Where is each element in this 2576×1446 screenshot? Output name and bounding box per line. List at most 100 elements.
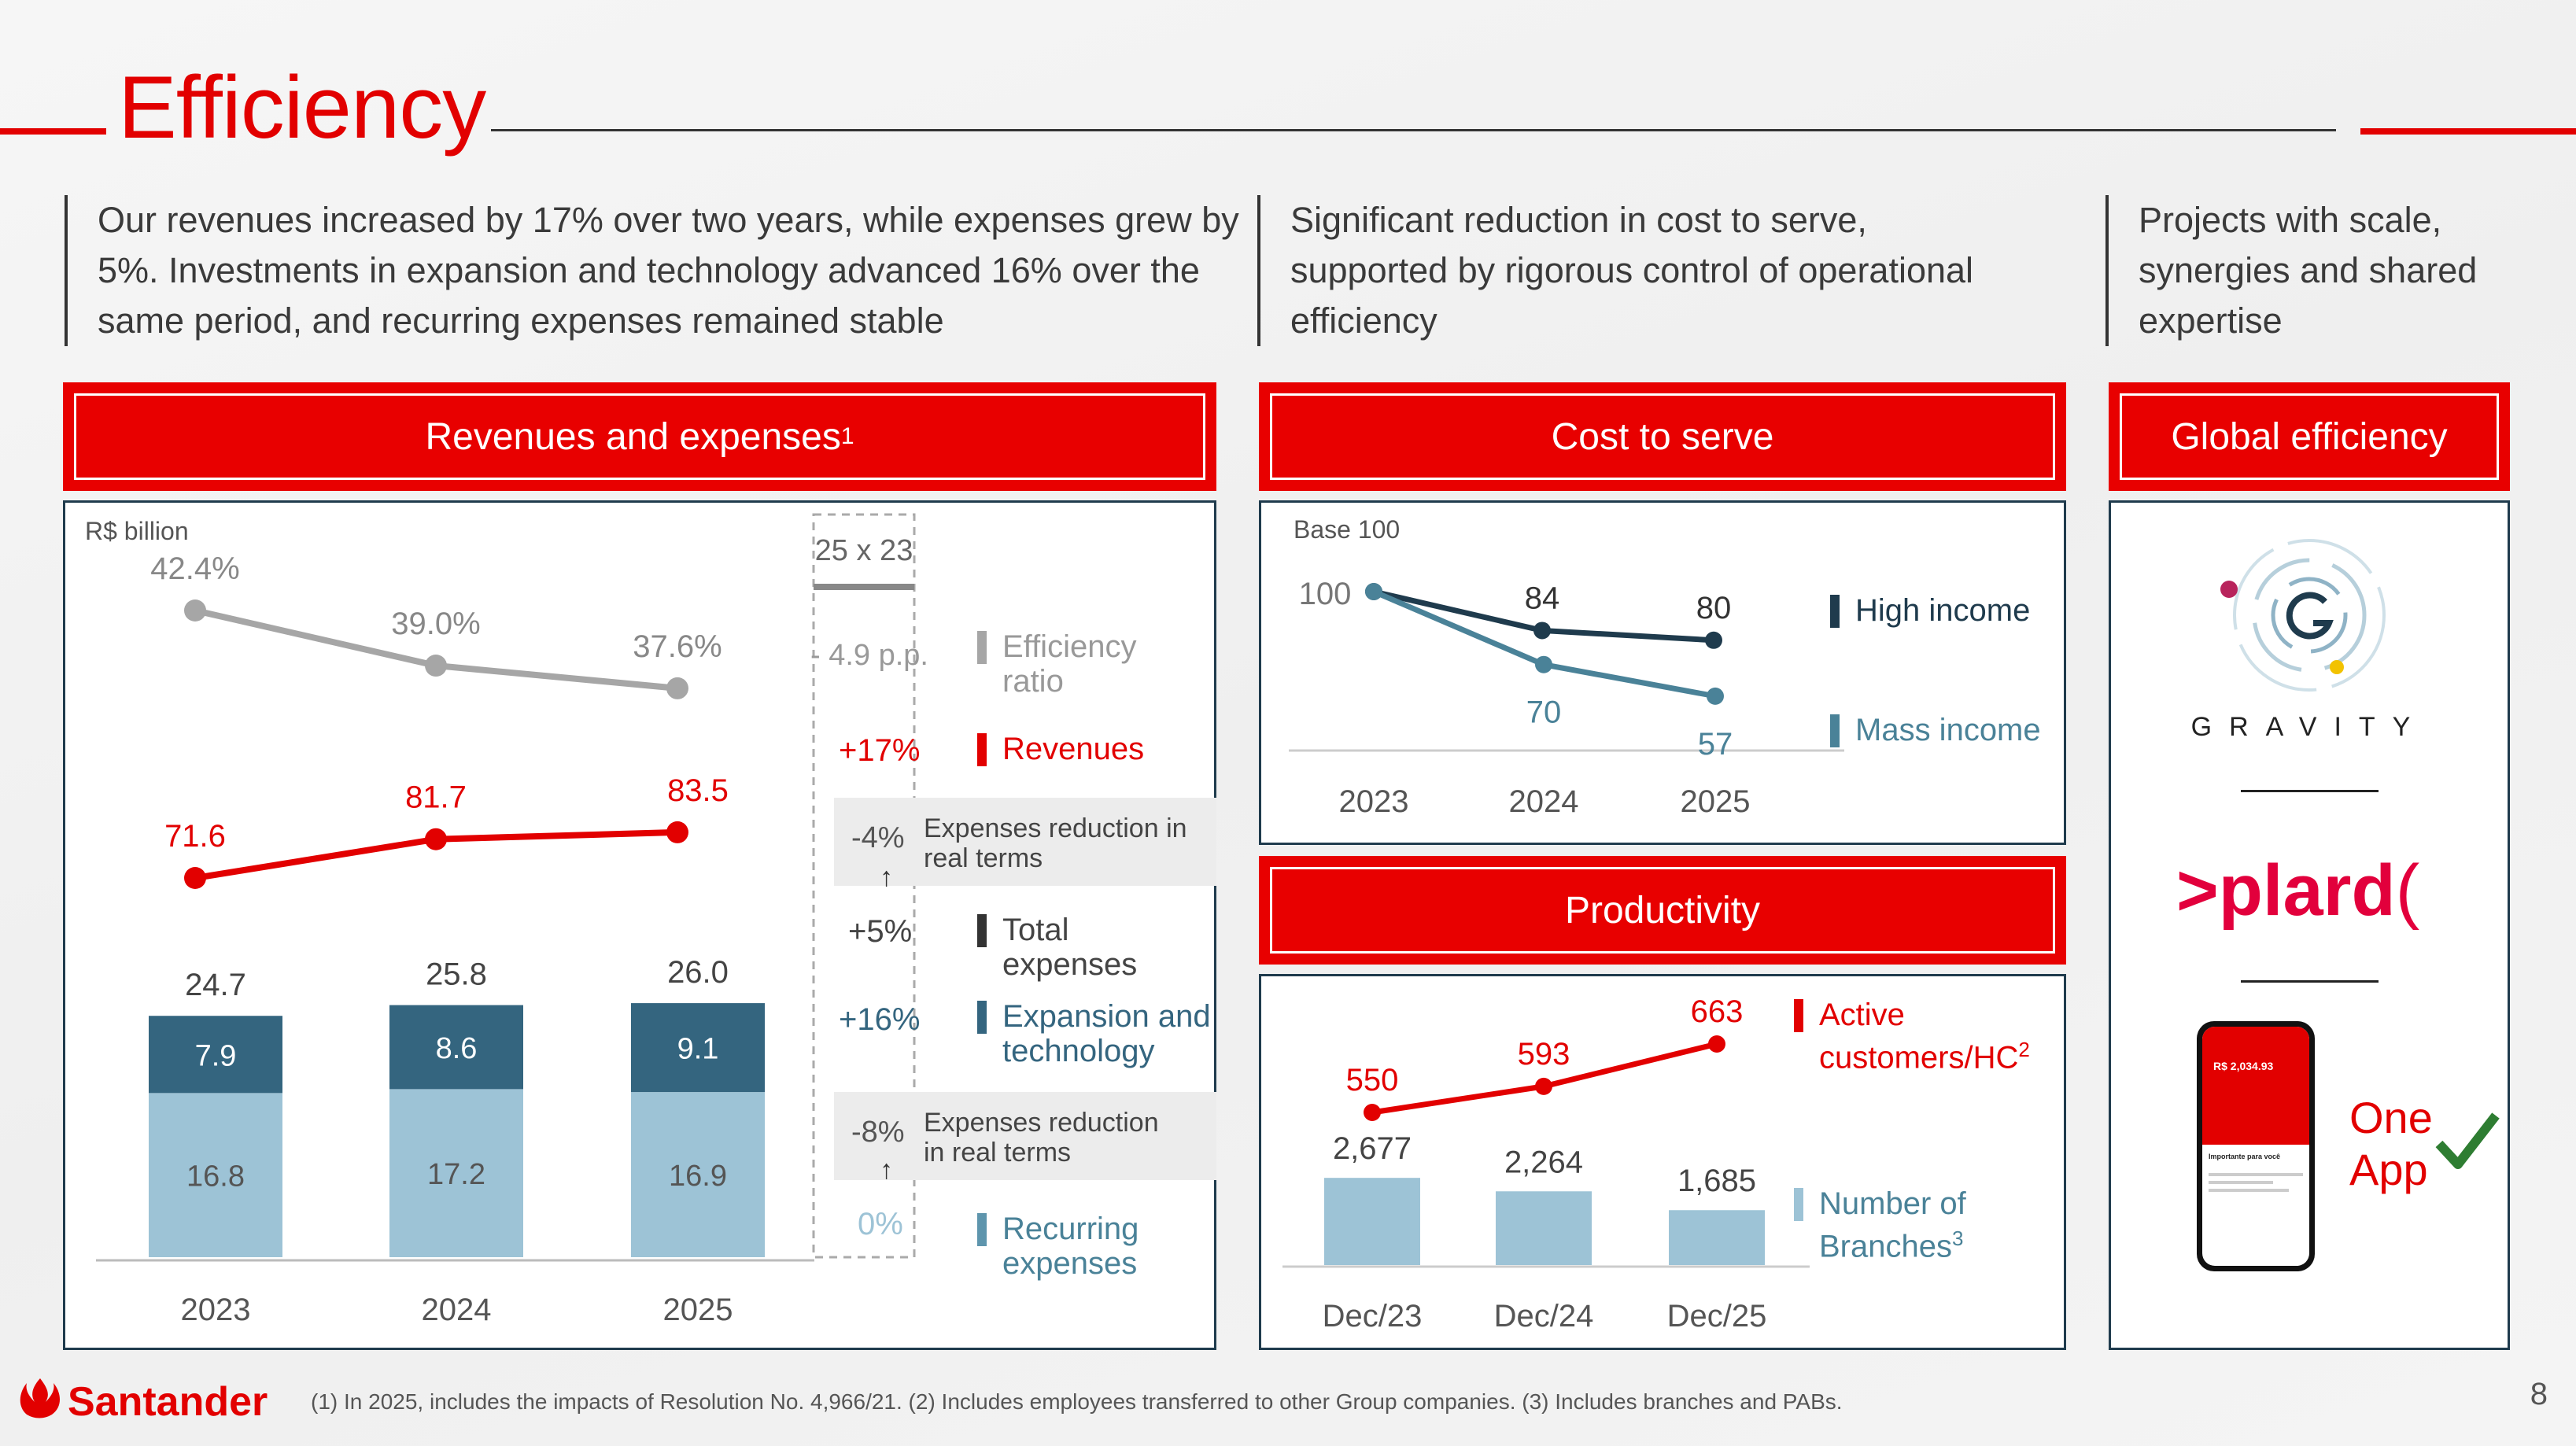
plard-chevron-icon: > (2176, 850, 2219, 931)
efficiency-point-2025 (666, 677, 688, 699)
header-revenues-label: Revenues and expenses (425, 415, 841, 458)
note-box-total (834, 798, 1216, 886)
legend-swatch-high-income (1830, 595, 1840, 628)
santander-flame-icon (20, 1378, 60, 1418)
legend-active-label: Active customers/HC (1819, 998, 2019, 1075)
checkmark-icon (2435, 1112, 2500, 1169)
phone-line (2209, 1173, 2303, 1176)
cost-label-1-2: 57 (1698, 727, 1733, 762)
efficiency-point-2023 (184, 599, 206, 622)
legend-swatch-branches (1794, 1188, 1803, 1221)
bar-expansion-2024 (389, 1005, 523, 1090)
legend-swatch-active (1794, 999, 1803, 1032)
phone-mockup-icon: R$ 2,034.93 Importante para você (2197, 1021, 2315, 1271)
cost-unit: Base 100 (1294, 515, 1400, 544)
header-cost-label: Cost to serve (1270, 393, 2055, 480)
cost-point-0-1 (1533, 622, 1551, 640)
comparison-header: 25 x 23 (815, 534, 913, 567)
revenues-point-2024 (425, 828, 447, 850)
header-cost: Cost to serve (1259, 382, 2066, 491)
bar-expansion-2023 (149, 1016, 282, 1094)
panel-productivity (1259, 974, 2066, 1350)
legend-expansion: Expansion and technology (1002, 999, 1211, 1068)
intro-left: Our revenues increased by 17% over two y… (65, 195, 1254, 346)
bar-branches-Dec/24 (1496, 1191, 1592, 1265)
revenues-label-2025: 83.5 (667, 773, 729, 808)
note-box-recurring (834, 1092, 1216, 1180)
legend-branches-sup: 3 (1951, 1227, 1964, 1250)
active-label-Dec/23: 550 (1346, 1063, 1399, 1097)
legend-active-sup: 2 (2018, 1038, 2030, 1061)
efficiency-label-2023: 42.4% (150, 551, 239, 586)
legend-swatch-recurring (977, 1213, 987, 1246)
cmp-total: +5% (848, 914, 913, 949)
revenues-point-2023 (184, 867, 206, 889)
prod-x-tick-Dec/23: Dec/23 (1323, 1299, 1423, 1333)
arrow-up-icon: ↑ (880, 862, 893, 892)
arrow-up-icon-2: ↑ (880, 1155, 893, 1185)
legend-active: Active customers/HC2 (1819, 998, 2055, 1075)
x-tick-2025: 2025 (663, 1293, 733, 1327)
label-total-2023: 24.7 (185, 968, 246, 1002)
label-expansion-2024: 8.6 (436, 1032, 478, 1065)
cost-label-0-1: 84 (1525, 581, 1560, 615)
legend-revenues: Revenues (1002, 732, 1145, 766)
label-recurring-2025: 16.9 (669, 1160, 727, 1193)
cmp-real-total-label: Expenses reduction in real terms (924, 813, 1187, 873)
phone-screen: R$ 2,034.93 Importante para você (2202, 1027, 2309, 1266)
cmp-recurring: 0% (858, 1207, 903, 1241)
revenues-point-2025 (666, 821, 688, 843)
label-total-2025: 26.0 (667, 955, 729, 990)
active-label-Dec/25: 663 (1691, 994, 1744, 1029)
header-global: Global efficiency (2109, 382, 2510, 491)
header-productivity: Productivity (1259, 856, 2066, 965)
label-recurring-2023: 16.8 (186, 1160, 245, 1193)
cmp-real-recurring-label: Expenses reduction in real terms (924, 1108, 1159, 1167)
x-tick-2023: 2023 (181, 1293, 251, 1327)
legend-mass-income: Mass income (1855, 713, 2041, 747)
intro-middle: Significant reduction in cost to serve, … (1257, 195, 1983, 346)
phone-line-2 (2209, 1181, 2273, 1184)
prod-x-tick-Dec/24: Dec/24 (1494, 1299, 1594, 1333)
label-expansion-2023: 7.9 (195, 1039, 237, 1072)
cost-x-tick-2024: 2024 (1509, 784, 1579, 819)
legend-branches-label: Number of Branches (1819, 1186, 1966, 1264)
gravity-logo-icon (2220, 539, 2386, 692)
active-point-Dec/25 (1708, 1035, 1725, 1053)
title-rule (491, 129, 2336, 131)
divider-1 (2241, 790, 2379, 792)
title-rule-right (2360, 128, 2576, 135)
legend-swatch-efficiency (977, 631, 987, 664)
phone-header: R$ 2,034.93 (2202, 1027, 2309, 1145)
phone-line-3 (2209, 1189, 2289, 1192)
bar-recurring-2025 (631, 1092, 765, 1257)
cost-start-label: 100 (1299, 577, 1352, 611)
label-branches-Dec/25: 1,685 (1677, 1164, 1756, 1198)
plard-label: plard (2218, 850, 2396, 931)
active-point-Dec/24 (1535, 1077, 1552, 1095)
legend-swatch-mass-income (1830, 714, 1840, 747)
cmp-revenues: +17% (839, 733, 921, 768)
intro-right: Projects with scale, synergies and share… (2105, 195, 2532, 346)
gravity-label: GRAVITY (2190, 712, 2428, 742)
legend-high-income: High income (1855, 593, 2031, 628)
revenues-chart: R$ billion 16.8 7.9 24.7 17.2 8.6 25.8 16.9 9.1… (85, 513, 916, 1327)
cmp-real-total: -4% (851, 821, 905, 854)
bar-branches-Dec/23 (1324, 1178, 1420, 1265)
cost-x-tick-2025: 2025 (1681, 784, 1751, 819)
label-expansion-2025: 9.1 (677, 1033, 719, 1066)
cost-chart: Base 100 84 80 70 57 100 2023 2024 2025 (1289, 515, 1844, 819)
cost-label-1-1: 70 (1526, 695, 1562, 730)
prod-x-tick-Dec/25: Dec/25 (1667, 1299, 1767, 1333)
cost-x-tick-2023: 2023 (1339, 784, 1409, 819)
panel-cost (1259, 500, 2066, 845)
efficiency-point-2024 (425, 655, 447, 677)
header-revenues: Revenues and expenses 1 (63, 382, 1216, 491)
page-title: Efficiency (118, 58, 486, 157)
active-label-Dec/24: 593 (1518, 1037, 1570, 1072)
page-number: 8 (2530, 1377, 2548, 1411)
revenues-label-2023: 71.6 (164, 819, 226, 854)
header-revenues-sup: 1 (840, 423, 854, 449)
cmp-expansion: +16% (839, 1002, 921, 1037)
bar-recurring-2024 (389, 1089, 523, 1257)
